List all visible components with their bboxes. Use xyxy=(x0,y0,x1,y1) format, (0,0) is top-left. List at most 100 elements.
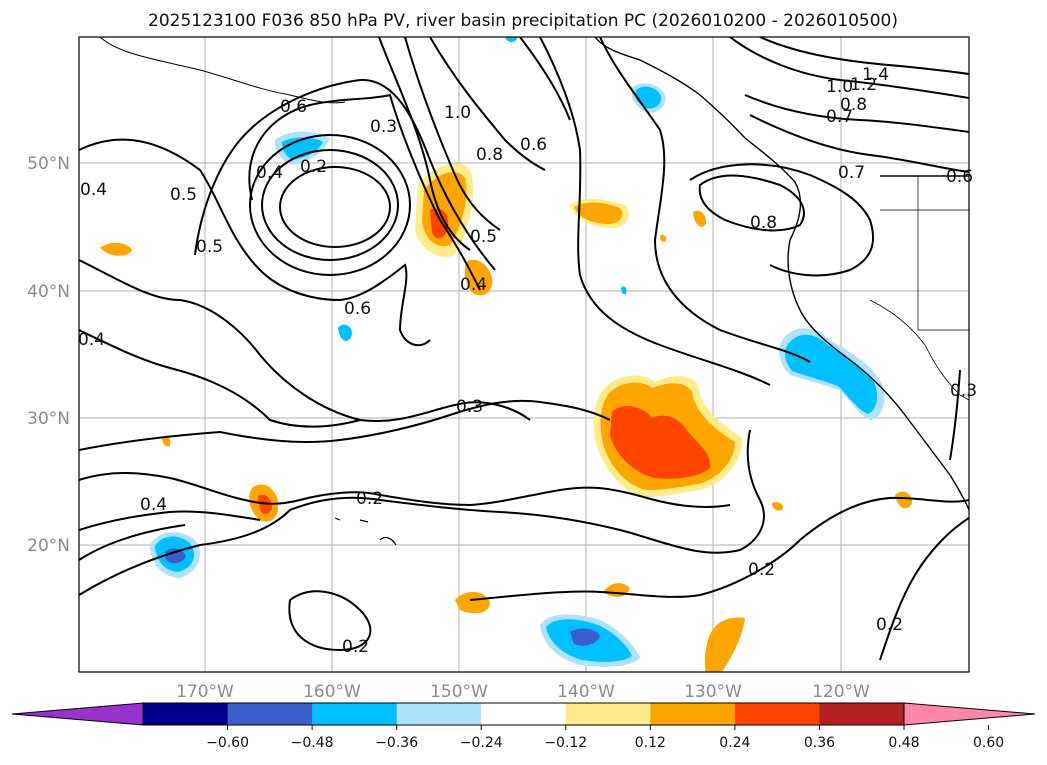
precip-negative-regions xyxy=(150,37,885,667)
pv-contour xyxy=(279,166,391,248)
pv-contour xyxy=(79,399,611,451)
precip-region xyxy=(455,591,490,614)
contour-label: 0.6 xyxy=(344,299,371,319)
colorbar-tick-label: 0.60 xyxy=(973,735,1004,751)
pv-contour xyxy=(249,134,411,276)
colorbar-tick-label: 0.48 xyxy=(888,735,919,751)
pv-contour xyxy=(949,369,961,461)
contour-label: 0.4 xyxy=(140,495,167,515)
lon-label-140w: 140°W xyxy=(557,682,615,702)
precip-region xyxy=(772,502,784,511)
precip-region xyxy=(505,37,518,43)
colorbar-segment xyxy=(734,703,820,725)
contour-label: 0.4 xyxy=(78,330,105,350)
colorbar: −0.60 −0.48 −0.36 −0.24 −0.12 0.12 0.24 0.36 0.4… xyxy=(11,702,1036,751)
colorbar-segment xyxy=(819,703,905,725)
precip-region xyxy=(610,406,711,479)
contour-label: 0.2 xyxy=(748,560,775,580)
lon-label-130w: 130°W xyxy=(684,682,742,702)
north-america-coastline xyxy=(594,37,969,511)
precip-region xyxy=(660,234,667,242)
colorbar-tick-label: 0.24 xyxy=(719,735,750,751)
contour-label: 0.3 xyxy=(456,397,483,417)
pv-contour xyxy=(879,517,969,661)
aleutian-coast xyxy=(99,37,346,104)
pv-contour xyxy=(79,329,361,428)
contour-label: 0.8 xyxy=(840,95,867,115)
state-border xyxy=(869,299,969,401)
map-frame xyxy=(78,36,970,673)
contour-label: 0.5 xyxy=(170,185,197,205)
contour-label: 0.2 xyxy=(342,637,369,657)
contour-label: 0.7 xyxy=(826,107,853,127)
colorbar-tick-label: −0.24 xyxy=(460,735,503,751)
pv-contour xyxy=(539,37,771,386)
colorbar-segment xyxy=(565,703,651,725)
precip-region xyxy=(464,259,493,296)
contour-label: 0.8 xyxy=(476,145,503,165)
pv-contour xyxy=(79,259,531,422)
pv-contour xyxy=(599,37,811,363)
contour-label: 0.2 xyxy=(356,489,383,509)
coastlines xyxy=(99,37,969,546)
contour-label: 0.4 xyxy=(80,180,107,200)
precip-region xyxy=(570,628,600,646)
colorbar-segments xyxy=(143,703,905,725)
contour-label: 0.2 xyxy=(300,157,327,177)
precip-region xyxy=(785,334,878,414)
lat-label-20n: 20°N xyxy=(27,536,70,556)
colorbar-tick-label: −0.36 xyxy=(375,735,418,751)
colorbar-segment xyxy=(143,703,229,725)
contour-label: 0.2 xyxy=(876,615,903,635)
precip-positive-regions xyxy=(100,163,912,672)
pv-contour xyxy=(261,149,399,261)
pv-contour xyxy=(689,163,875,277)
lon-label-160w: 160°W xyxy=(303,682,361,702)
lat-label-30n: 30°N xyxy=(27,409,70,429)
lon-label-170w: 170°W xyxy=(176,682,234,702)
precip-region xyxy=(574,202,623,224)
colorbar-frame xyxy=(142,702,905,726)
contour-label: 0.8 xyxy=(750,213,777,233)
contour-label: 0.6 xyxy=(280,97,307,117)
contour-label: 1.2 xyxy=(850,75,877,95)
colorbar-extend-low xyxy=(11,702,144,726)
lat-label-40n: 40°N xyxy=(27,282,70,302)
contour-label: 0.5 xyxy=(470,227,497,247)
pv-contour xyxy=(79,510,261,531)
colorbar-tick-label: 0.12 xyxy=(635,735,666,751)
colorbar-extend-high xyxy=(903,702,1036,726)
colorbar-tick-label: −0.60 xyxy=(206,735,249,751)
pv-contour xyxy=(378,37,471,251)
contour-label: 0.5 xyxy=(196,237,223,257)
pv-contour xyxy=(469,496,969,601)
precip-region xyxy=(162,435,171,447)
lon-label-120w: 120°W xyxy=(812,682,870,702)
precip-region xyxy=(895,491,912,509)
precip-region xyxy=(693,210,707,227)
colorbar-tick-label: −0.12 xyxy=(544,735,587,751)
lat-label-50n: 50°N xyxy=(27,154,70,174)
precip-region xyxy=(704,617,745,672)
pv-contour xyxy=(749,114,969,173)
colorbar-segment xyxy=(481,703,567,725)
state-border xyxy=(917,176,969,331)
colorbar-segment xyxy=(650,703,736,725)
precip-region xyxy=(621,286,627,295)
colorbar-segment xyxy=(396,703,482,725)
contour-label: 1.0 xyxy=(444,103,471,123)
pv-contour xyxy=(519,37,571,121)
pv-contour xyxy=(194,78,496,271)
pv-contour xyxy=(429,37,546,171)
colorbar-ticks: −0.60 −0.48 −0.36 −0.24 −0.12 0.12 0.24 0.36 0.4… xyxy=(206,725,1004,751)
colorbar-tick-label: −0.48 xyxy=(291,735,334,751)
contour-label: 0.4 xyxy=(256,163,283,183)
colorbar-segment xyxy=(227,703,313,725)
contour-label: 0.4 xyxy=(460,275,487,295)
map-panel xyxy=(78,36,970,673)
precip-region xyxy=(100,242,132,256)
colorbar-tick-label: 0.36 xyxy=(804,735,835,751)
pv-contour xyxy=(79,472,731,508)
lat-axis-labels: 50°N 40°N 30°N 20°N xyxy=(27,154,70,556)
